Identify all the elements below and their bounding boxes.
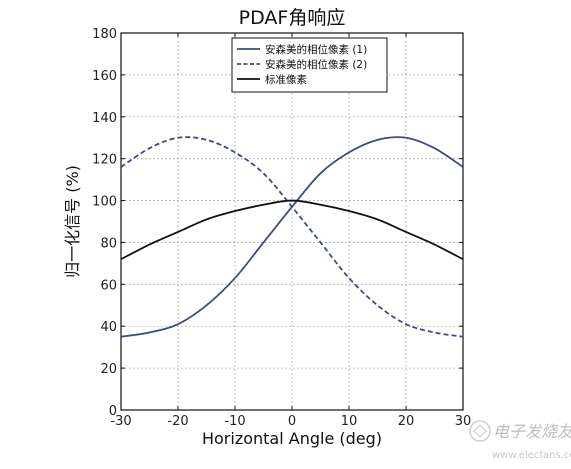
legend: 安森美的相位像素 (1) 安森美的相位像素 (2) 标准像素 (231, 37, 388, 93)
y-tick-label: 100 (92, 195, 117, 210)
legend-label-2: 安森美的相位像素 (2) (265, 58, 367, 71)
x-axis-label: Horizontal Angle (deg) (202, 429, 382, 448)
y-tick-label: 40 (100, 320, 117, 335)
y-tick-label: 140 (92, 111, 117, 126)
x-tick-label: -30 (110, 414, 131, 429)
y-tick-label: 180 (92, 27, 117, 42)
x-tick-label: -10 (224, 414, 245, 429)
y-tick-label: 160 (92, 69, 117, 84)
grid-lines (121, 33, 463, 410)
chart-title: PDAF角响应 (239, 7, 346, 29)
watermark-logo-mark (473, 424, 487, 438)
watermark-text: 电子发烧友 (493, 422, 571, 441)
x-tick-label: 0 (288, 414, 296, 429)
y-tick-label: 0 (109, 404, 117, 419)
watermark-logo-icon (469, 420, 491, 442)
series-line-2 (120, 136, 464, 338)
watermark-url: www.elecfans.com (492, 450, 571, 461)
legend-label-3: 标准像素 (265, 73, 307, 86)
y-tick-label: 60 (100, 278, 117, 293)
series-line-3 (120, 199, 464, 261)
watermark: 电子发烧友 www.elecfans.com (469, 420, 571, 461)
legend-label-1: 安森美的相位像素 (1) (265, 43, 367, 56)
x-tick-label: -20 (167, 414, 188, 429)
y-tick-label: 20 (100, 362, 117, 377)
series-lines (120, 136, 464, 338)
axis-ticks: -30 -20 -10 0 10 20 30 0 20 40 60 80 100 120 140 160 180 (92, 27, 471, 429)
legend-box (231, 37, 388, 93)
y-tick-label: 120 (92, 153, 117, 168)
y-tick-label: 80 (100, 236, 117, 251)
x-tick-label: 30 (455, 414, 472, 429)
x-tick-label: 10 (341, 414, 358, 429)
y-axis-label: 归一化信号 (%) (63, 165, 82, 278)
series-line-1 (120, 136, 464, 338)
x-tick-label: 20 (398, 414, 415, 429)
